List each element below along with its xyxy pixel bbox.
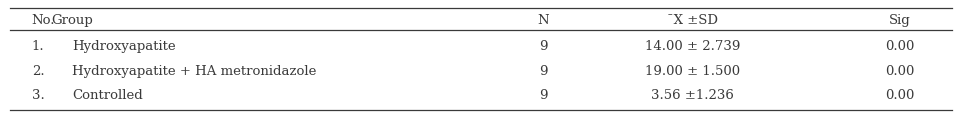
Text: 9: 9	[539, 64, 547, 77]
Text: Hydroxyapatite + HA metronidazole: Hydroxyapatite + HA metronidazole	[72, 64, 316, 77]
Text: 0.00: 0.00	[884, 64, 913, 77]
Text: No.: No.	[32, 14, 55, 27]
Text: Sig: Sig	[888, 14, 909, 27]
Text: 9: 9	[539, 88, 547, 101]
Text: 1.: 1.	[32, 40, 44, 53]
Text: Hydroxyapatite: Hydroxyapatite	[72, 40, 176, 53]
Text: 0.00: 0.00	[884, 88, 913, 101]
Text: Group: Group	[51, 14, 93, 27]
Text: 2.: 2.	[32, 64, 44, 77]
Text: N: N	[537, 14, 549, 27]
Text: 9: 9	[539, 40, 547, 53]
Text: 19.00 ± 1.500: 19.00 ± 1.500	[645, 64, 739, 77]
Text: ¯X ±SD: ¯X ±SD	[666, 14, 718, 27]
Text: 3.56 ±1.236: 3.56 ±1.236	[651, 88, 733, 101]
Text: 0.00: 0.00	[884, 40, 913, 53]
Text: Controlled: Controlled	[72, 88, 143, 101]
Text: 14.00 ± 2.739: 14.00 ± 2.739	[644, 40, 740, 53]
Text: 3.: 3.	[32, 88, 44, 101]
